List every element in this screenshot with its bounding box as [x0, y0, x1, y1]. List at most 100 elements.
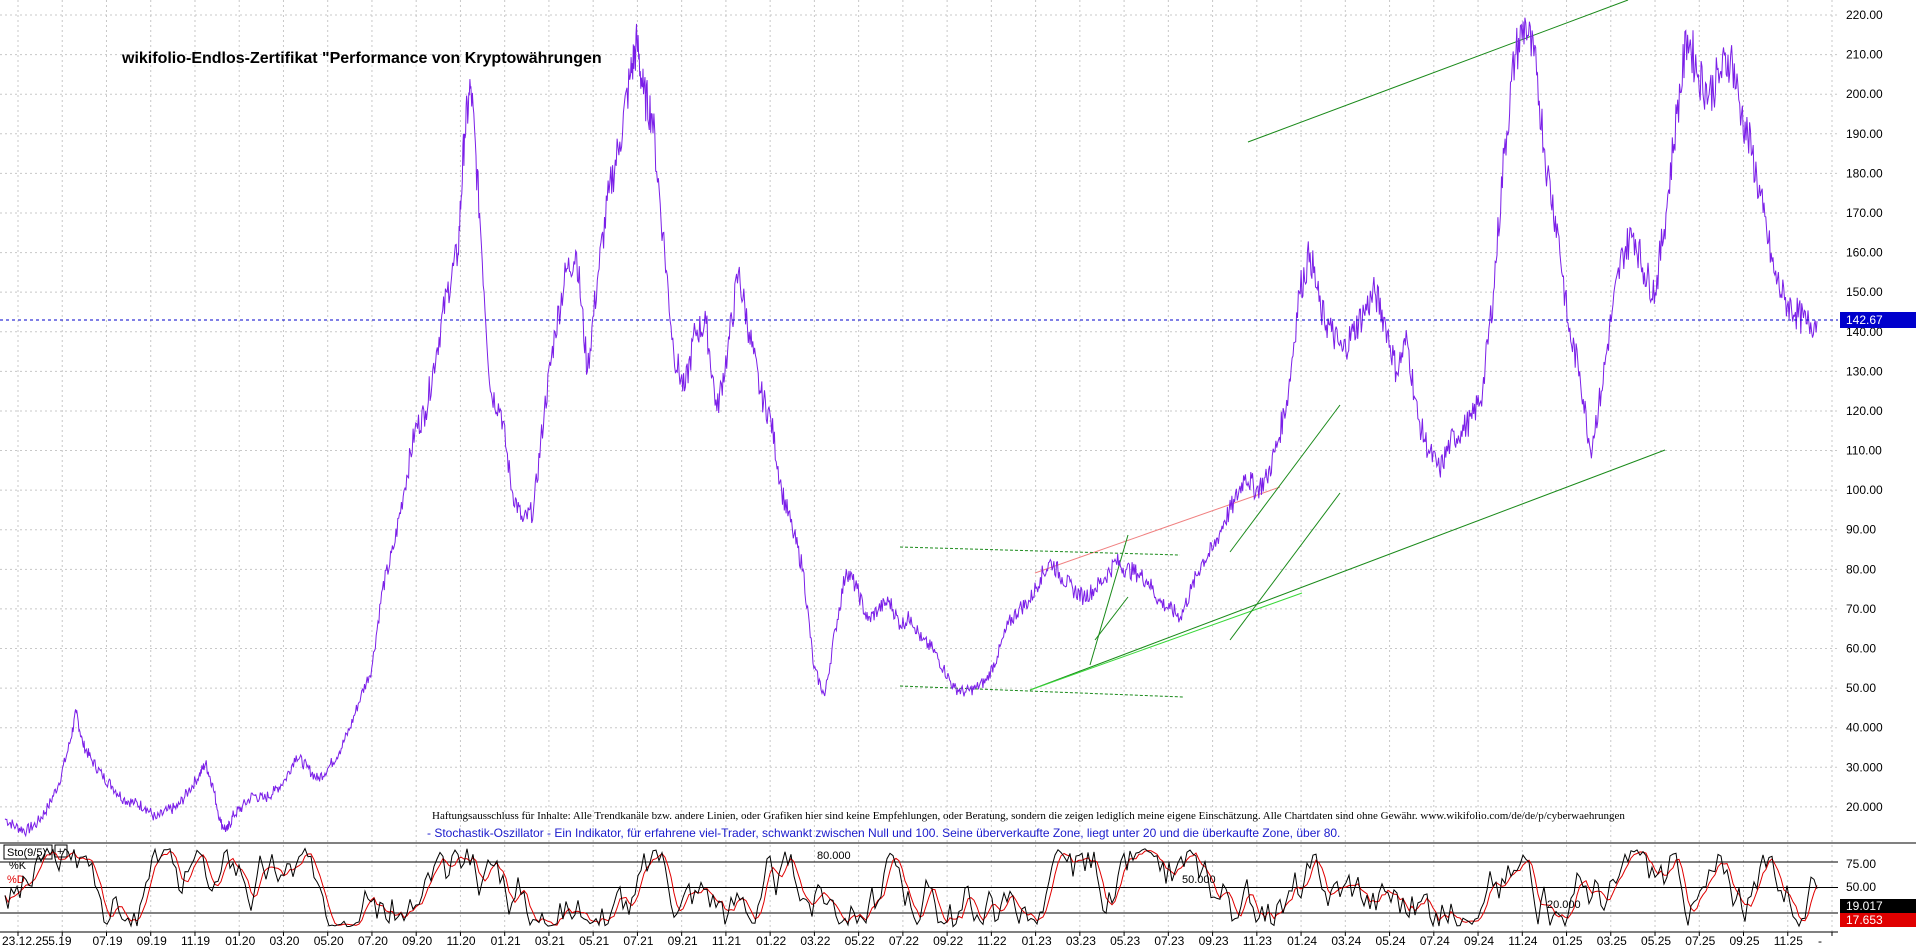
x-tick-label: 05.22: [845, 934, 875, 948]
price-y-axis: 20.000 30.000 40.000 50.00 60.00 70.00 80.00 90…: [1846, 8, 1883, 814]
x-tick-label: 09.21: [668, 934, 698, 948]
flag-line-3: [1229, 404, 1341, 553]
disclaimer-text: Haftungsausschluss für Inhalte: Alle Tre…: [432, 810, 1625, 822]
flag-line-1: [1089, 534, 1129, 666]
lower-channel-line: [1029, 449, 1666, 691]
x-tick-label: 05.24: [1376, 934, 1406, 948]
resistance-line: [1034, 486, 1281, 574]
y-tick-label: 130.00: [1846, 364, 1883, 378]
osc-ytick-50: 50.00: [1846, 880, 1876, 894]
x-axis: 23.12.25 5.19 07.19 09.19 11.19 01.20 03.20 05.…: [2, 932, 1833, 948]
x-tick-label: 07.22: [889, 934, 919, 948]
support-line: [1029, 592, 1303, 691]
x-tick-label: 01.21: [491, 934, 521, 948]
current-price-badge: [1840, 312, 1916, 328]
y-tick-label: 210.00: [1846, 48, 1883, 62]
y-tick-label: 200.00: [1846, 87, 1883, 101]
osc-level-50-label: 50.000: [1182, 874, 1216, 886]
y-tick-label: 220.00: [1846, 8, 1883, 22]
x-tick-label: 11.23: [1243, 934, 1272, 948]
flag-line-2: [1094, 596, 1129, 641]
range-bottom-line: [899, 685, 1184, 698]
y-tick-label: 190.00: [1846, 127, 1883, 141]
osc-level-20-label: 20.000: [1547, 899, 1581, 911]
plus-icon: +: [57, 846, 63, 858]
x-tick-label: 11.20: [446, 934, 475, 948]
y-tick-label: 80.00: [1846, 562, 1876, 576]
grid: [0, 0, 1838, 932]
x-tick-label: 05.20: [314, 934, 344, 948]
oscillator-note: - Stochastik-Oszillator - Ein Indikator,…: [427, 826, 1340, 840]
x-tick-label: 05.23: [1110, 934, 1140, 948]
x-tick-label: 03.23: [1066, 934, 1096, 948]
osc-d-value: 17.653: [1846, 913, 1883, 927]
x-tick-label: 5.19: [48, 934, 72, 948]
x-tick-label: 07.21: [623, 934, 653, 948]
price-series: [4, 17, 1818, 838]
x-tick-label: 11.22: [977, 934, 1006, 948]
y-tick-label: 100.00: [1846, 483, 1883, 497]
y-tick-label: 110.00: [1846, 444, 1882, 458]
y-tick-label: 20.000: [1846, 800, 1883, 814]
x-tick-label: 09.25: [1730, 934, 1760, 948]
y-tick-label: 90.00: [1846, 523, 1876, 537]
osc-k-badge: [1840, 899, 1916, 913]
upper-channel-line: [1247, 0, 1629, 143]
chart-title: wikifolio-Endlos-Zertifikat "Performance…: [121, 50, 602, 67]
range-top-line: [899, 546, 1181, 556]
x-tick-label: 09.20: [402, 934, 432, 948]
x-tick-label: 11.19: [181, 934, 210, 948]
y-tick-label: 40.000: [1846, 721, 1883, 735]
x-tick-label: 01.24: [1287, 934, 1317, 948]
osc-level-80-label: 80.000: [817, 850, 851, 862]
x-tick-label: 05.25: [1641, 934, 1671, 948]
x-tick-label: 09.24: [1464, 934, 1494, 948]
x-tick-label: 11.24: [1508, 934, 1537, 948]
x-tick-label: 09.19: [137, 934, 167, 948]
x-tick-label: 03.24: [1331, 934, 1361, 948]
x-tick-label: 03.20: [269, 934, 299, 948]
flag-line-4: [1229, 492, 1341, 641]
y-tick-label: 140.00: [1846, 325, 1883, 339]
x-tick-label: 01.22: [756, 934, 786, 948]
x-tick-label: 09.23: [1199, 934, 1229, 948]
x-tick-label: 07.25: [1685, 934, 1715, 948]
x-tick-label: 07.19: [92, 934, 122, 948]
osc-title: Sto(9/5): [7, 847, 46, 859]
x-tick-label: 07.20: [358, 934, 388, 948]
osc-d-badge: [1840, 913, 1916, 927]
y-tick-label: 150.00: [1846, 285, 1883, 299]
y-tick-label: 60.00: [1846, 642, 1876, 656]
y-tick-label: 180.00: [1846, 166, 1883, 180]
oscillator-series: [0, 847, 1838, 928]
x-tick-label: 03.25: [1597, 934, 1627, 948]
y-tick-label: 50.00: [1846, 681, 1876, 695]
osc-k-line: [4, 847, 1818, 928]
x-tick-label: 11.21: [712, 934, 741, 948]
osc-d-label: %D: [7, 874, 25, 886]
x-tick-label: 23.12.25: [2, 934, 49, 948]
x-tick-label: 01.23: [1022, 934, 1052, 948]
x-tick-label: 05.21: [579, 934, 609, 948]
y-tick-label: 120.00: [1846, 404, 1883, 418]
osc-k-value: 19.017: [1846, 899, 1883, 913]
osc-ytick-75: 75.00: [1846, 857, 1876, 871]
price-line: [4, 17, 1818, 838]
x-tick-label: 01.20: [225, 934, 255, 948]
trend-lines: [899, 0, 1666, 698]
x-tick-label: 03.21: [535, 934, 565, 948]
x-tick-label: 09.22: [933, 934, 963, 948]
y-tick-label: 160.00: [1846, 246, 1883, 260]
current-price-label: 142.67: [1846, 313, 1883, 327]
y-tick-label: 70.00: [1846, 602, 1876, 616]
x-tick-label: 03.22: [800, 934, 830, 948]
x-tick-label: -: [1818, 934, 1822, 948]
osc-k-label: %K: [9, 860, 27, 872]
x-tick-label: 01.25: [1553, 934, 1583, 948]
x-tick-label: 07.24: [1420, 934, 1450, 948]
y-tick-label: 30.000: [1846, 760, 1883, 774]
y-tick-label: 170.00: [1846, 206, 1883, 220]
x-tick-label: 07.23: [1154, 934, 1184, 948]
x-tick-label: 11.25: [1774, 934, 1803, 948]
